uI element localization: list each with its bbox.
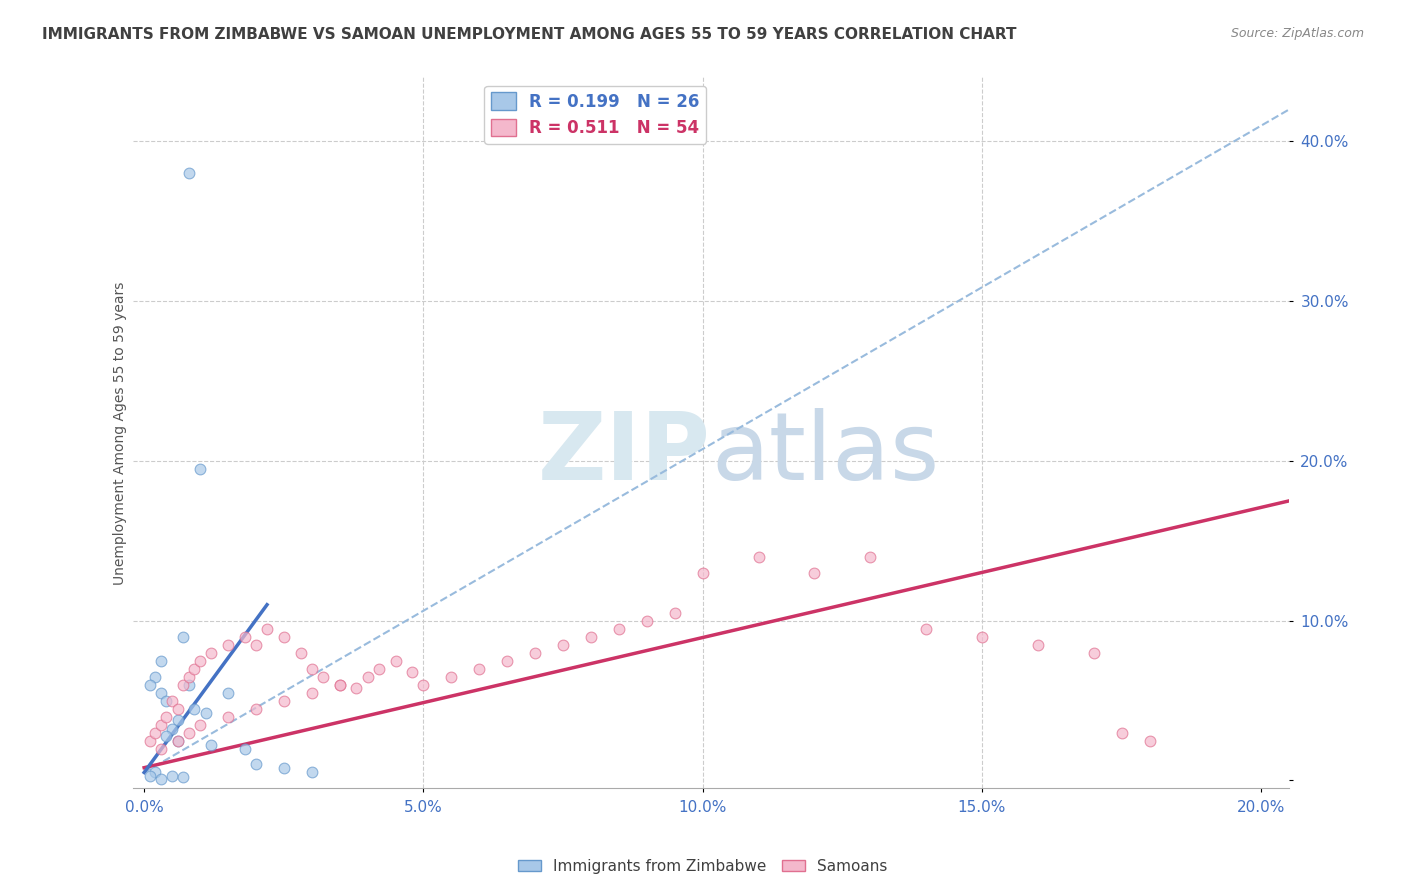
Point xyxy=(1111,725,1133,739)
Point xyxy=(177,166,200,180)
Point xyxy=(748,549,770,564)
Point xyxy=(160,723,183,737)
Point xyxy=(143,765,166,780)
Point xyxy=(149,741,172,756)
Point xyxy=(915,622,938,636)
Point xyxy=(155,709,177,723)
Point xyxy=(172,770,194,784)
Point xyxy=(245,638,267,652)
Point xyxy=(155,693,177,707)
Point xyxy=(664,606,686,620)
Point xyxy=(233,630,256,644)
Legend: R = 0.199   N = 26, R = 0.511   N = 54: R = 0.199 N = 26, R = 0.511 N = 54 xyxy=(485,86,706,144)
Point xyxy=(177,670,200,684)
Point xyxy=(245,757,267,772)
Point xyxy=(217,685,239,699)
Point xyxy=(217,638,239,652)
Point xyxy=(188,717,211,731)
Point xyxy=(177,677,200,691)
Point xyxy=(273,761,295,775)
Point xyxy=(183,701,205,715)
Point xyxy=(290,646,312,660)
Point xyxy=(367,662,389,676)
Point xyxy=(329,677,352,691)
Point xyxy=(217,709,239,723)
Point xyxy=(859,549,882,564)
Point xyxy=(138,677,160,691)
Point xyxy=(384,654,406,668)
Point xyxy=(329,677,352,691)
Point xyxy=(200,646,222,660)
Point xyxy=(636,614,658,628)
Point xyxy=(194,706,217,721)
Point xyxy=(143,670,166,684)
Point xyxy=(273,693,295,707)
Point xyxy=(166,733,188,747)
Point xyxy=(344,681,367,695)
Point xyxy=(149,772,172,786)
Point xyxy=(524,646,547,660)
Point xyxy=(245,701,267,715)
Point xyxy=(312,670,335,684)
Point xyxy=(551,638,574,652)
Point xyxy=(188,654,211,668)
Point xyxy=(177,725,200,739)
Point xyxy=(1026,638,1049,652)
Point xyxy=(496,654,519,668)
Text: ZIP: ZIP xyxy=(538,409,711,500)
Text: Source: ZipAtlas.com: Source: ZipAtlas.com xyxy=(1230,27,1364,40)
Point xyxy=(138,769,160,783)
Point xyxy=(607,622,630,636)
Point xyxy=(138,733,160,747)
Point xyxy=(412,677,434,691)
Point xyxy=(200,739,222,753)
Point xyxy=(172,630,194,644)
Point xyxy=(155,729,177,743)
Point xyxy=(166,713,188,727)
Point xyxy=(301,765,323,780)
Point xyxy=(1083,646,1105,660)
Point xyxy=(440,670,463,684)
Y-axis label: Unemployment Among Ages 55 to 59 years: Unemployment Among Ages 55 to 59 years xyxy=(114,281,128,584)
Legend: Immigrants from Zimbabwe, Samoans: Immigrants from Zimbabwe, Samoans xyxy=(512,853,894,880)
Point xyxy=(188,462,211,476)
Point xyxy=(149,654,172,668)
Point xyxy=(301,685,323,699)
Text: atlas: atlas xyxy=(711,409,939,500)
Text: IMMIGRANTS FROM ZIMBABWE VS SAMOAN UNEMPLOYMENT AMONG AGES 55 TO 59 YEARS CORREL: IMMIGRANTS FROM ZIMBABWE VS SAMOAN UNEMP… xyxy=(42,27,1017,42)
Point xyxy=(301,662,323,676)
Point xyxy=(356,670,378,684)
Point xyxy=(172,677,194,691)
Point xyxy=(692,566,714,580)
Point xyxy=(160,693,183,707)
Point xyxy=(1139,733,1161,747)
Point xyxy=(803,566,825,580)
Point xyxy=(183,662,205,676)
Point xyxy=(149,685,172,699)
Point xyxy=(160,769,183,783)
Point xyxy=(143,725,166,739)
Point xyxy=(233,741,256,756)
Point xyxy=(256,622,278,636)
Point xyxy=(149,717,172,731)
Point xyxy=(166,701,188,715)
Point xyxy=(468,662,491,676)
Point xyxy=(273,630,295,644)
Point xyxy=(579,630,602,644)
Point xyxy=(970,630,993,644)
Point xyxy=(401,665,423,679)
Point xyxy=(166,733,188,747)
